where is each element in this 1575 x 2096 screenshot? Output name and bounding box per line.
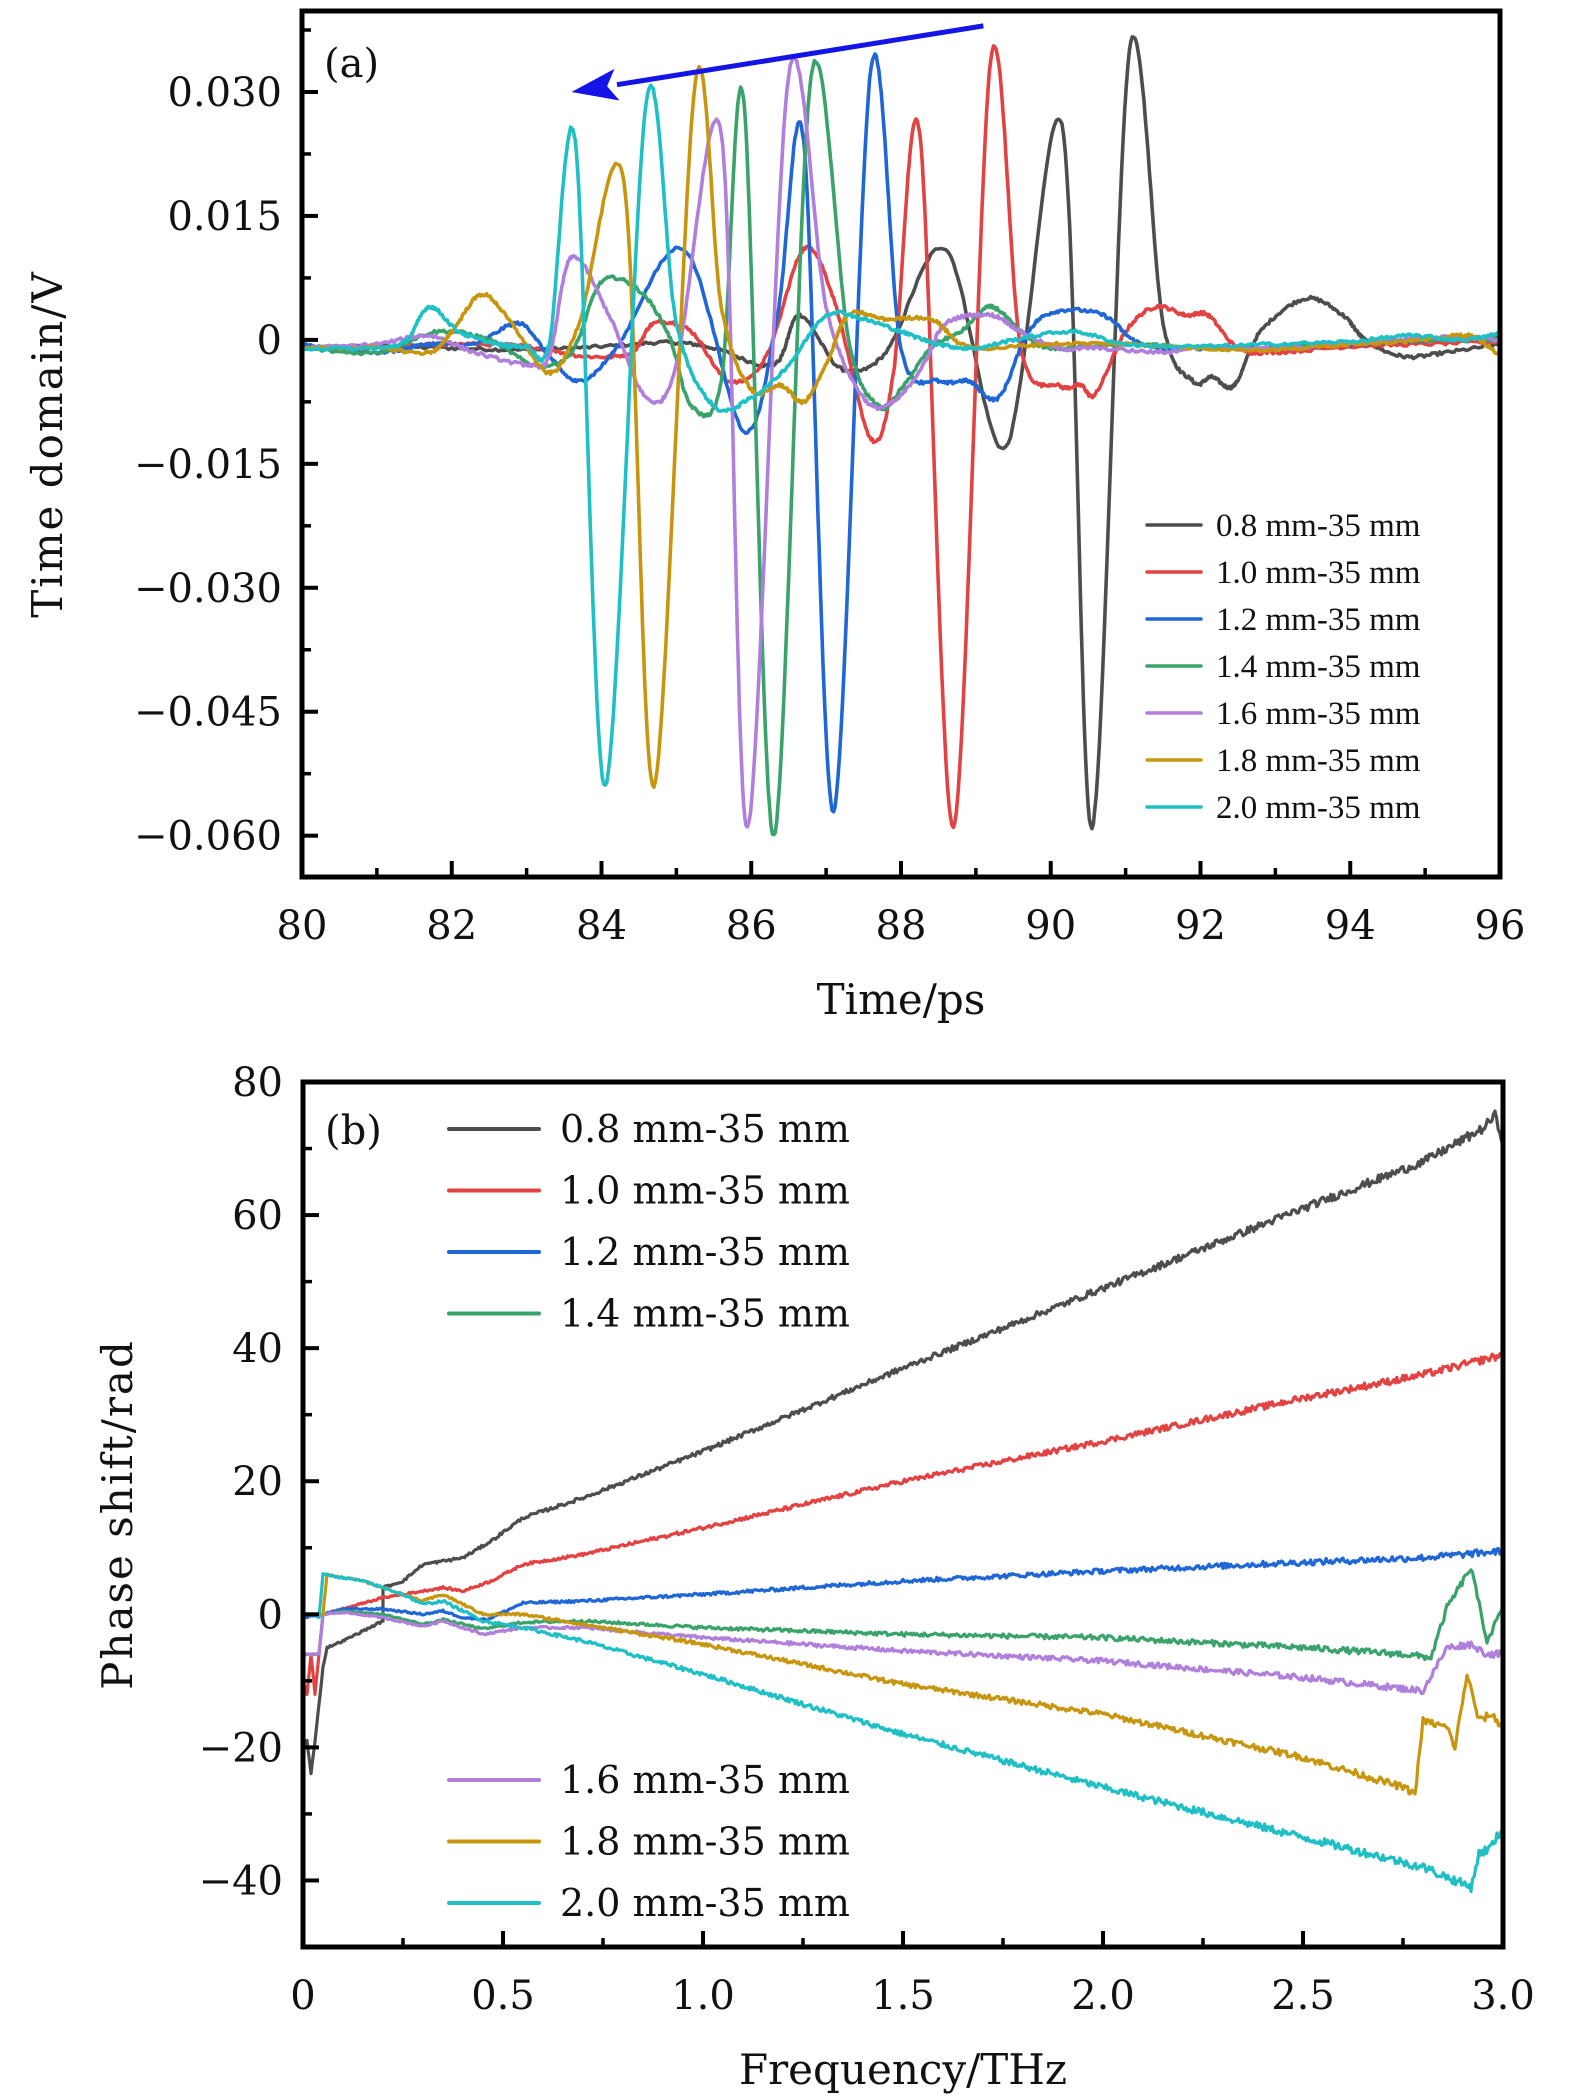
y-tick-label: 60 [232, 1193, 283, 1239]
y-tick-label: 0 [257, 318, 282, 364]
y-tick-label: −0.015 [134, 442, 282, 488]
y-tick-label: −0.060 [134, 814, 282, 860]
y-tick-label: 80 [232, 1060, 283, 1106]
x-tick-label: 96 [1475, 903, 1526, 949]
legend-item: 1.8 mm-35 mm [1145, 743, 1421, 779]
x-tick-label: 1.0 [671, 1973, 735, 2019]
series-line-0-8-mm-35-mm [303, 1109, 1503, 1776]
panel-b-y-axis-title: Phase shift/rad [93, 1339, 142, 1690]
x-tick-label: 86 [726, 903, 777, 949]
panel-a-label: (a) [324, 41, 379, 87]
x-tick-label: 82 [426, 903, 477, 949]
legend-label: 1.6 mm-35 mm [560, 1758, 850, 1802]
x-tick-label: 84 [576, 903, 627, 949]
legend-item: 1.0 mm-35 mm [1145, 555, 1421, 591]
legend-label: 1.2 mm-35 mm [1216, 602, 1421, 638]
panel-b-series-group [303, 1109, 1503, 1894]
x-tick-label: 88 [876, 903, 927, 949]
legend-label: 1.2 mm-35 mm [560, 1230, 850, 1274]
y-tick-label: −40 [199, 1858, 283, 1904]
x-tick-label: 0.5 [471, 1973, 535, 2019]
panel-b-legend: 0.8 mm-35 mm 1.0 mm-35 mm 1.2 mm-35 mm 1.4 … [447, 1107, 850, 1925]
y-tick-label: 40 [232, 1326, 283, 1372]
legend-label: 1.6 mm-35 mm [1216, 696, 1421, 732]
panel-b-label: (b) [325, 1108, 382, 1154]
legend-item: 1.4 mm-35 mm [447, 1292, 850, 1336]
legend-item: 1.0 mm-35 mm [447, 1169, 850, 1213]
panel-a-legend: 0.8 mm-35 mm 1.0 mm-35 mm 1.2 mm-35 mm 1.4 … [1145, 508, 1421, 826]
series-line-1-0-mm-35-mm [303, 1351, 1503, 1697]
panel-b-x-axis-title: Frequency/THz [739, 2045, 1067, 2094]
legend-item: 2.0 mm-35 mm [1145, 790, 1421, 826]
x-tick-label: 92 [1175, 903, 1226, 949]
legend-item: 1.6 mm-35 mm [1145, 696, 1421, 732]
legend-label: 2.0 mm-35 mm [560, 1881, 850, 1925]
x-tick-label: 1.5 [871, 1973, 935, 2019]
legend-label: 1.0 mm-35 mm [1216, 555, 1421, 591]
y-tick-label: 0.015 [167, 194, 282, 240]
x-tick-label: 80 [277, 903, 328, 949]
legend-label: 1.0 mm-35 mm [560, 1169, 850, 1213]
x-tick-label: 2.5 [1271, 1973, 1335, 2019]
y-tick-label: −0.030 [134, 566, 282, 612]
legend-item: 1.4 mm-35 mm [1145, 649, 1421, 685]
legend-item: 2.0 mm-35 mm [447, 1881, 850, 1925]
legend-item: 0.8 mm-35 mm [447, 1107, 850, 1151]
panel-b-frame [300, 1079, 1506, 1950]
series-line-0-8-mm-35-mm [302, 35, 1500, 831]
panel-b: 0 0.5 1.0 1.5 2.0 2.5 3.0 80 60 40 20 0 −20 −40 (b) F… [93, 1060, 1535, 2094]
legend-label: 1.8 mm-35 mm [560, 1820, 850, 1864]
legend-label: 1.4 mm-35 mm [560, 1292, 850, 1336]
panel-a-annotations [571, 23, 984, 101]
legend-item: 1.2 mm-35 mm [1145, 602, 1421, 638]
legend-item: 0.8 mm-35 mm [1145, 508, 1421, 544]
y-tick-label: 0 [258, 1592, 283, 1638]
series-line-1-2-mm-35-mm [303, 1546, 1503, 1623]
panel-a-y-axis-title: Time domain/V [23, 270, 72, 617]
series-line-1-6-mm-35-mm [303, 1610, 1503, 1696]
y-tick-label: −20 [199, 1725, 283, 1771]
arrow-shaft [616, 23, 984, 88]
y-tick-label: −0.045 [134, 690, 282, 736]
series-line-2-0-mm-35-mm [303, 1572, 1503, 1894]
x-tick-label: 0 [290, 1973, 315, 2019]
x-tick-label: 90 [1025, 903, 1076, 949]
panel-a-axes: 80 82 84 86 88 90 92 94 96 0.030 0.015 0 −0.015 −0.03… [134, 28, 1526, 949]
series-line-1-8-mm-35-mm [303, 1572, 1503, 1796]
series-line-1-4-mm-35-mm [303, 1568, 1503, 1662]
series-line-2-0-mm-35-mm [302, 83, 1500, 787]
panel-a-x-axis-title: Time/ps [817, 975, 986, 1024]
legend-label: 2.0 mm-35 mm [1216, 790, 1421, 826]
legend-item: 1.8 mm-35 mm [447, 1820, 850, 1864]
panel-b-axes: 0 0.5 1.0 1.5 2.0 2.5 3.0 80 60 40 20 0 −20 −40 [199, 1060, 1535, 2019]
legend-item: 1.2 mm-35 mm [447, 1230, 850, 1274]
x-tick-label: 3.0 [1471, 1973, 1535, 2019]
y-tick-label: 0.030 [167, 70, 282, 116]
panel-a-series-group [302, 35, 1500, 837]
panel-a: 80 82 84 86 88 90 92 94 96 0.030 0.015 0 −0.015 −0.03… [23, 8, 1526, 1024]
legend-item: 1.6 mm-35 mm [447, 1758, 850, 1802]
legend-label: 0.8 mm-35 mm [1216, 508, 1421, 544]
legend-label: 0.8 mm-35 mm [560, 1107, 850, 1151]
arrow-head-icon [571, 68, 620, 101]
series-line-1-8-mm-35-mm [302, 64, 1500, 789]
y-tick-label: 20 [232, 1459, 283, 1505]
legend-label: 1.4 mm-35 mm [1216, 649, 1421, 685]
x-tick-label: 2.0 [1071, 1973, 1135, 2019]
legend-label: 1.8 mm-35 mm [1216, 743, 1421, 779]
x-tick-label: 94 [1325, 903, 1376, 949]
